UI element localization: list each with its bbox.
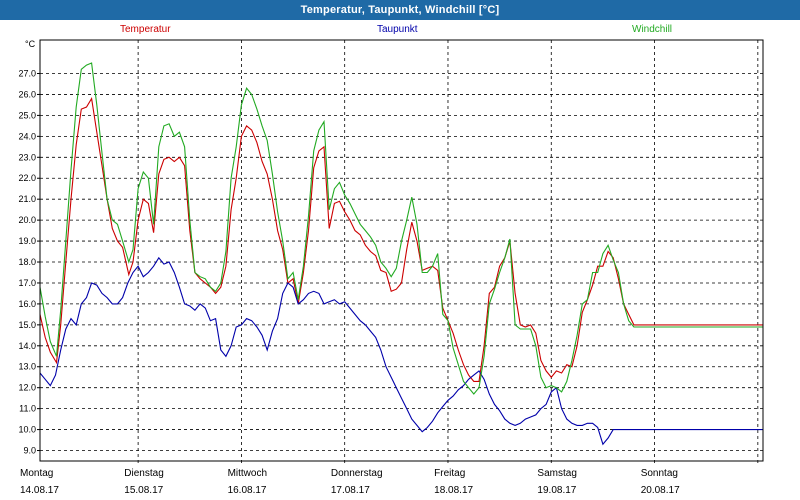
y-tick-label: 21.0 bbox=[18, 194, 36, 204]
y-axis-ticks: 9.0 10.0 11.0 12.0 13.0 14.0 15.0 16.0 17.0 18.0 1… bbox=[18, 69, 40, 456]
x-date-label: 18.08.17 bbox=[434, 485, 473, 496]
legend-windchill: Windchill bbox=[632, 24, 673, 35]
y-tick-label: 9.0 bbox=[23, 446, 36, 456]
legend-taupunkt: Taupunkt bbox=[377, 24, 418, 35]
x-date-label: 19.08.17 bbox=[537, 485, 576, 496]
y-tick-label: 23.0 bbox=[18, 152, 36, 162]
y-tick-label: 15.0 bbox=[18, 320, 36, 330]
y-tick-label: 26.0 bbox=[18, 89, 36, 99]
chart-title: Temperatur, Taupunkt, Windchill [°C] bbox=[0, 0, 800, 20]
y-tick-label: 17.0 bbox=[18, 278, 36, 288]
x-date-label: 20.08.17 bbox=[641, 485, 680, 496]
y-tick-label: 11.0 bbox=[19, 404, 36, 414]
x-date-label: 15.08.17 bbox=[124, 485, 163, 496]
x-day-label: Montag bbox=[20, 468, 53, 479]
series-line-taupunkt bbox=[39, 256, 763, 446]
y-tick-label: 22.0 bbox=[18, 173, 36, 183]
y-tick-label: 14.0 bbox=[18, 341, 36, 351]
x-date-label: 17.08.17 bbox=[331, 485, 370, 496]
grid bbox=[40, 40, 763, 465]
y-tick-label: 12.0 bbox=[18, 383, 36, 393]
y-tick-label: 10.0 bbox=[18, 425, 36, 435]
series-line-temperatur bbox=[39, 97, 763, 382]
x-axis-labels: Montag 14.08.17 Dienstag 15.08.17 Mittwoch 16… bbox=[20, 468, 680, 496]
y-tick-label: 16.0 bbox=[18, 299, 36, 309]
x-day-label: Donnerstag bbox=[331, 468, 383, 479]
y-tick-label: 24.0 bbox=[18, 131, 36, 141]
y-tick-label: 25.0 bbox=[18, 110, 36, 120]
x-day-label: Dienstag bbox=[124, 468, 163, 479]
y-tick-label: 18.0 bbox=[18, 257, 36, 267]
legend-temperatur: Temperatur bbox=[120, 24, 171, 35]
y-tick-label: 20.0 bbox=[18, 215, 36, 225]
series-line-windchill bbox=[39, 62, 763, 395]
x-day-label: Freitag bbox=[434, 468, 465, 479]
y-axis-unit: °C bbox=[25, 39, 36, 49]
y-tick-label: 13.0 bbox=[18, 362, 36, 372]
y-tick-label: 27.0 bbox=[18, 69, 36, 79]
y-tick-label: 19.0 bbox=[18, 236, 36, 246]
line-chart: °C 9.0 10.0 11.0 12.0 13.0 14.0 15.0 16.0 17.0 18… bbox=[18, 39, 764, 496]
plot-frame bbox=[39, 39, 764, 462]
x-day-label: Mittwoch bbox=[228, 468, 267, 479]
x-date-label: 14.08.17 bbox=[20, 485, 59, 496]
x-date-label: 16.08.17 bbox=[228, 485, 267, 496]
x-day-label: Sonntag bbox=[641, 468, 678, 479]
x-day-label: Samstag bbox=[537, 468, 576, 479]
series-lines bbox=[39, 62, 763, 446]
